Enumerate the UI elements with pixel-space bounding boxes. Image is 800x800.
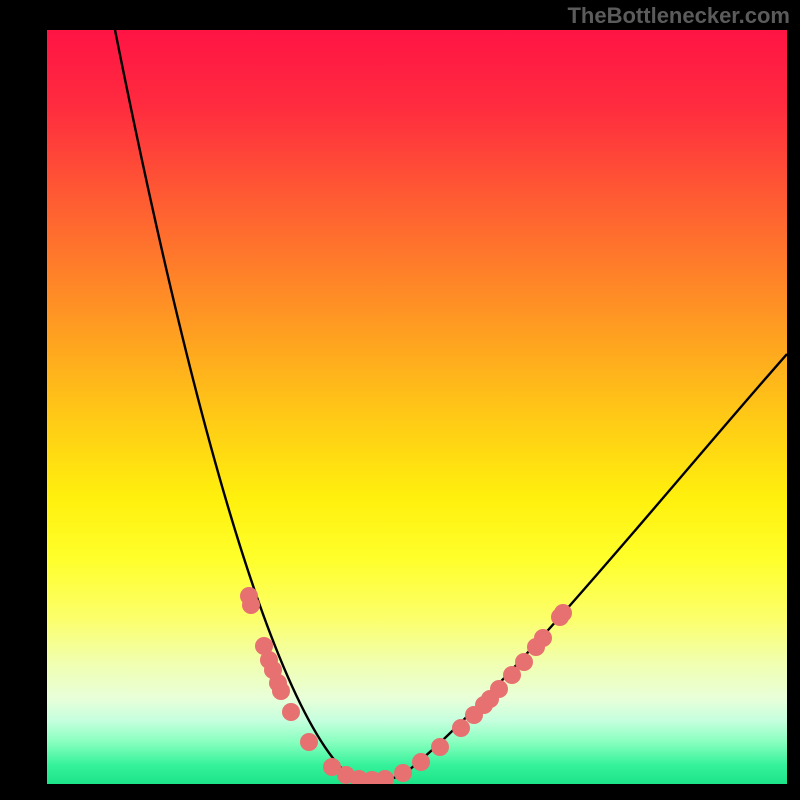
data-dot	[300, 733, 318, 751]
data-dot	[412, 753, 430, 771]
data-dot	[554, 604, 572, 622]
data-dot	[515, 653, 533, 671]
plot-area	[47, 30, 787, 784]
chart-root: TheBottlenecker.com	[0, 0, 800, 800]
data-dot	[534, 629, 552, 647]
data-dot	[490, 680, 508, 698]
data-dot	[282, 703, 300, 721]
data-dot	[431, 738, 449, 756]
data-dot	[394, 764, 412, 782]
data-dot	[242, 596, 260, 614]
bottleneck-chart	[47, 30, 787, 784]
data-dot	[272, 682, 290, 700]
gradient-background	[47, 30, 787, 784]
watermark-label: TheBottlenecker.com	[567, 3, 790, 29]
data-dot	[452, 719, 470, 737]
